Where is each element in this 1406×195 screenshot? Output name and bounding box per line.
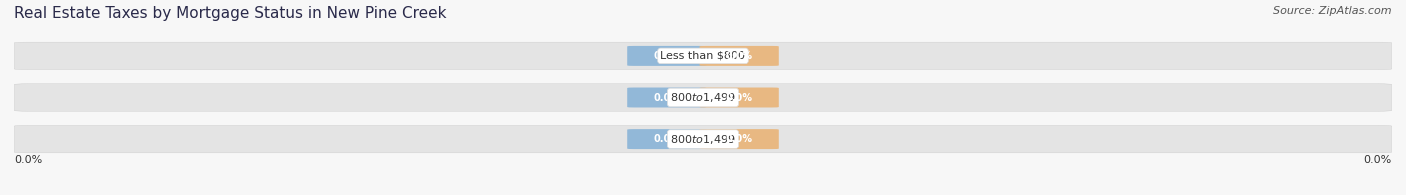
FancyBboxPatch shape (700, 46, 779, 66)
Text: 0.0%: 0.0% (14, 155, 42, 165)
FancyBboxPatch shape (700, 88, 779, 107)
Text: Source: ZipAtlas.com: Source: ZipAtlas.com (1274, 6, 1392, 16)
FancyBboxPatch shape (627, 129, 706, 149)
Text: 0.0%: 0.0% (725, 92, 752, 103)
Text: 0.0%: 0.0% (725, 134, 752, 144)
FancyBboxPatch shape (700, 129, 779, 149)
FancyBboxPatch shape (14, 125, 1392, 153)
FancyBboxPatch shape (627, 46, 706, 66)
FancyBboxPatch shape (14, 42, 1392, 70)
Text: $800 to $1,499: $800 to $1,499 (671, 133, 735, 146)
FancyBboxPatch shape (627, 88, 706, 107)
Text: 0.0%: 0.0% (654, 92, 681, 103)
Text: $800 to $1,499: $800 to $1,499 (671, 91, 735, 104)
Text: Real Estate Taxes by Mortgage Status in New Pine Creek: Real Estate Taxes by Mortgage Status in … (14, 6, 447, 21)
FancyBboxPatch shape (14, 84, 1392, 111)
Text: Less than $800: Less than $800 (661, 51, 745, 61)
Text: 0.0%: 0.0% (1364, 155, 1392, 165)
Text: 0.0%: 0.0% (654, 51, 681, 61)
Text: 0.0%: 0.0% (725, 51, 752, 61)
Text: 0.0%: 0.0% (654, 134, 681, 144)
